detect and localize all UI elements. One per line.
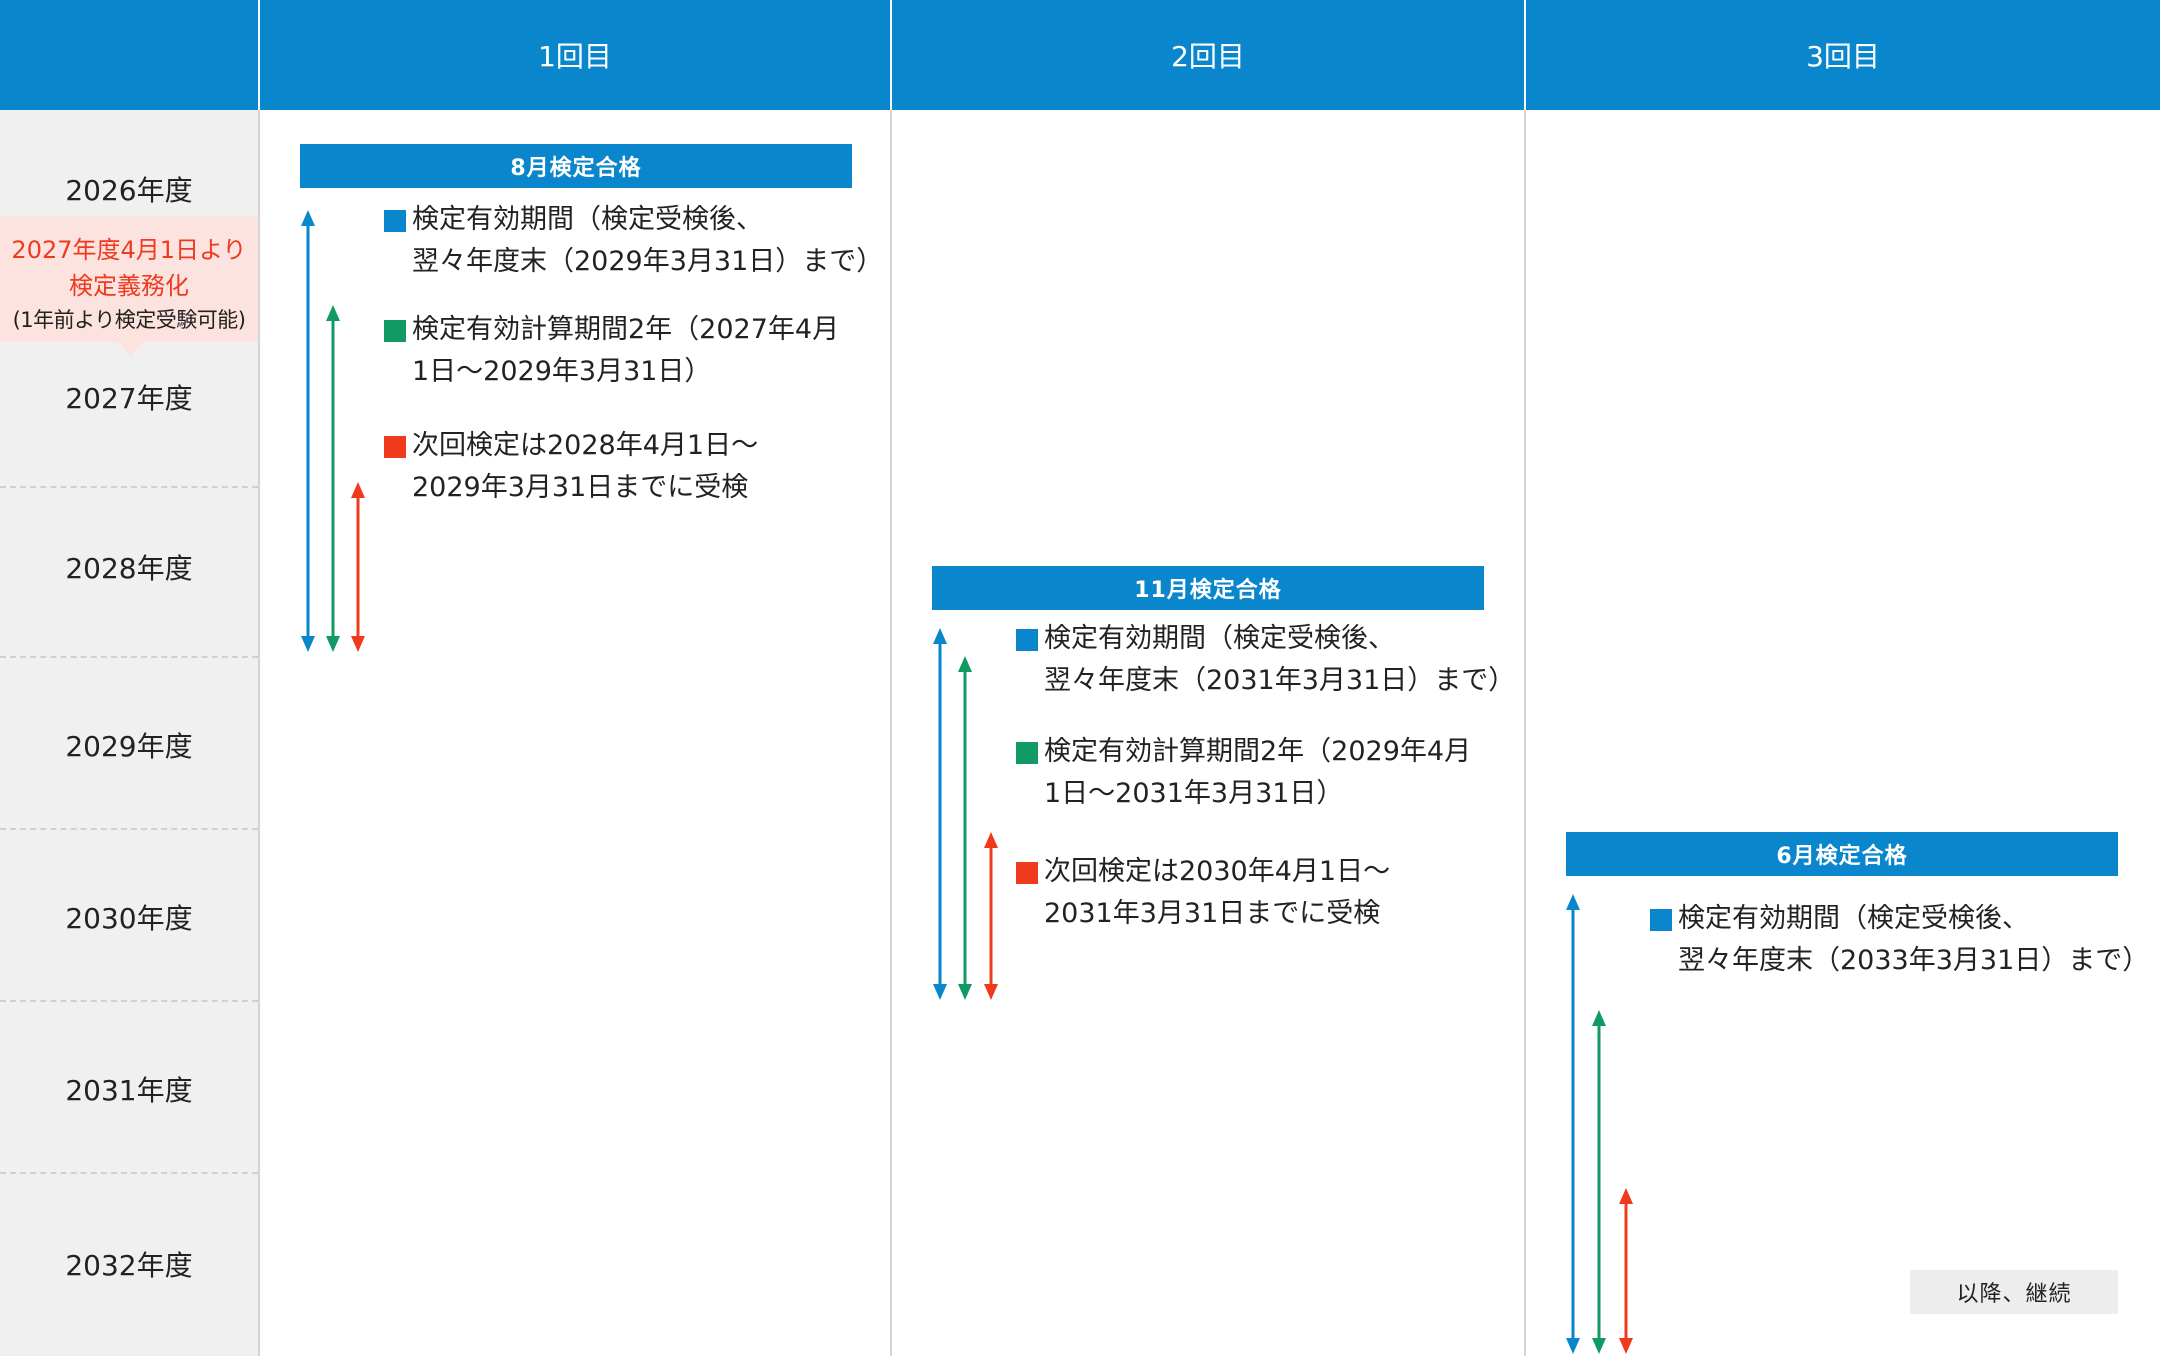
year-label-2032: 2032年度 xyxy=(65,1249,193,1282)
legend-item-next-exam: 次回検定は2028年4月1日〜 2029年3月31日までに受検 xyxy=(384,425,759,509)
item-line: 翌々年度末（2033年3月31日）まで） xyxy=(1678,945,2150,976)
arrow-head-up xyxy=(326,305,340,321)
legend-item-validity: 検定有効期間（検定受検後、 翌々年度末（2031年3月31日）まで） xyxy=(1016,618,1516,702)
legend-item-validity: 検定有効期間（検定受検後、 翌々年度末（2029年3月31日）まで） xyxy=(384,199,884,283)
validity-period-arrow xyxy=(301,210,315,652)
arrow-head-up xyxy=(1619,1188,1633,1204)
item-line: 検定有効期間（検定受検後、 xyxy=(1678,903,2029,934)
year-label-2028: 2028年度 xyxy=(65,552,193,585)
header-divider xyxy=(1524,0,1526,110)
item-line: 2031年3月31日までに受検 xyxy=(1044,898,1381,929)
column-divider xyxy=(258,0,260,1356)
arrow-head-down xyxy=(1566,1338,1580,1354)
column-divider xyxy=(1524,0,1526,1356)
item-line: 翌々年度末（2031年3月31日）まで） xyxy=(1044,665,1516,696)
next-exam-window-arrow xyxy=(1619,1188,1633,1354)
arrow-head-down xyxy=(301,636,315,652)
item-line: 検定有効期間（検定受検後、 xyxy=(412,204,763,235)
year-label-2027: 2027年度 xyxy=(65,382,193,415)
calc-period-arrow xyxy=(958,656,972,1000)
note-mandatory: 検定義務化 xyxy=(69,272,189,300)
year-divider xyxy=(0,1000,258,1002)
validity-period-arrow xyxy=(1566,894,1580,1354)
column-header-round-2: 2回目 xyxy=(1171,40,1245,73)
year-label-2029: 2029年度 xyxy=(65,730,193,763)
blue-square-marker xyxy=(1650,909,1672,931)
note-start-date: 2027年度4月1日より xyxy=(11,236,247,264)
column-header-round-3: 3回目 xyxy=(1806,40,1880,73)
blue-square-marker xyxy=(384,210,406,232)
arrow-head-down xyxy=(958,984,972,1000)
legend-item-calc-period: 検定有効計算期間2年（2027年4月 1日〜2029年3月31日） xyxy=(384,309,840,393)
legend-item-validity: 検定有効期間（検定受検後、 翌々年度末（2033年3月31日）まで） xyxy=(1650,898,2150,982)
item-line: 1日〜2031年3月31日） xyxy=(1044,778,1344,809)
red-square-marker xyxy=(1016,862,1038,884)
arrow-head-up xyxy=(984,832,998,848)
pass-badge-round-3: 6月検定合格 xyxy=(1566,832,2118,876)
item-line: 検定有効計算期間2年（2029年4月 xyxy=(1044,736,1472,767)
green-square-marker xyxy=(1016,742,1038,764)
arrow-head-up xyxy=(933,628,947,644)
item-line: 翌々年度末（2029年3月31日）まで） xyxy=(412,246,884,277)
next-exam-window-arrow xyxy=(984,832,998,1000)
year-divider xyxy=(0,486,258,488)
next-exam-window-arrow xyxy=(351,482,365,652)
calc-period-arrow xyxy=(1592,1010,1606,1354)
note-early-exam: (1年前より検定受験可能) xyxy=(12,308,246,332)
green-square-marker xyxy=(384,320,406,342)
validity-period-arrow xyxy=(933,628,947,1000)
item-line: 検定有効期間（検定受検後、 xyxy=(1044,623,1395,654)
year-divider xyxy=(0,828,258,830)
arrow-head-down xyxy=(326,636,340,652)
arrow-head-up xyxy=(301,210,315,226)
column-divider xyxy=(890,0,892,1356)
item-line: 2029年3月31日までに受検 xyxy=(412,472,749,503)
arrow-head-down xyxy=(351,636,365,652)
column-header-round-1: 1回目 xyxy=(538,40,612,73)
year-divider xyxy=(0,1172,258,1174)
header-bar xyxy=(0,0,2160,110)
arrow-head-down xyxy=(984,984,998,1000)
arrow-head-down xyxy=(933,984,947,1000)
item-line: 1日〜2029年3月31日） xyxy=(412,356,712,387)
year-divider xyxy=(0,656,258,658)
mandatory-note-callout xyxy=(0,216,258,342)
legend-item-next-exam: 次回検定は2030年4月1日〜 2031年3月31日までに受検 xyxy=(1016,851,1391,935)
header-divider xyxy=(890,0,892,110)
calc-period-arrow xyxy=(326,305,340,652)
year-label-2031: 2031年度 xyxy=(65,1074,193,1107)
pass-badge-round-2: 11月検定合格 xyxy=(932,566,1484,610)
item-line: 次回検定は2028年4月1日〜 xyxy=(412,430,759,461)
item-line: 次回検定は2030年4月1日〜 xyxy=(1044,856,1391,887)
arrow-head-down xyxy=(1592,1338,1606,1354)
year-label-2026: 2026年度 xyxy=(65,174,193,207)
header-divider xyxy=(258,0,260,110)
arrow-head-up xyxy=(351,482,365,498)
arrow-head-down xyxy=(1619,1338,1633,1354)
item-line: 検定有効計算期間2年（2027年4月 xyxy=(412,314,840,345)
arrow-head-up xyxy=(958,656,972,672)
year-label-2030: 2030年度 xyxy=(65,902,193,935)
legend-item-calc-period: 検定有効計算期間2年（2029年4月 1日〜2031年3月31日） xyxy=(1016,731,1472,815)
callout-pointer xyxy=(119,342,143,356)
arrow-head-up xyxy=(1566,894,1580,910)
red-square-marker xyxy=(384,436,406,458)
continue-label: 以降、継続 xyxy=(1910,1270,2118,1314)
arrow-head-up xyxy=(1592,1010,1606,1026)
pass-badge-round-1: 8月検定合格 xyxy=(300,144,852,188)
blue-square-marker xyxy=(1016,629,1038,651)
